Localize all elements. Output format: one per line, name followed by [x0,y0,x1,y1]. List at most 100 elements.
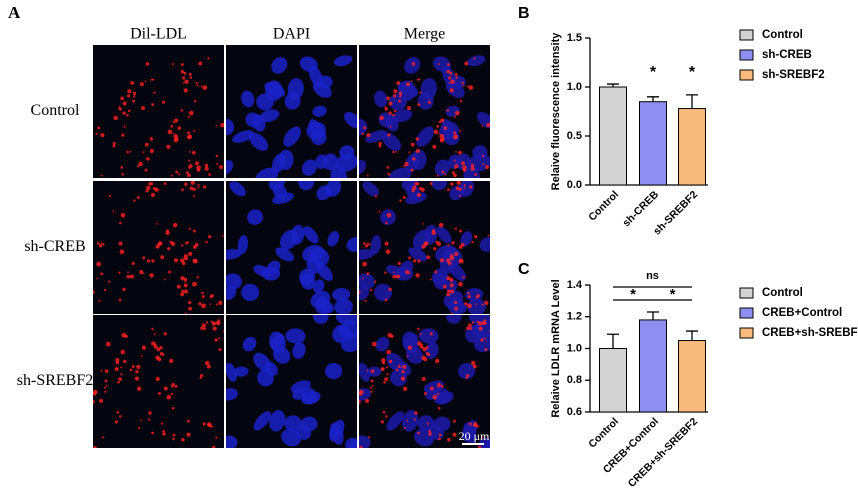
ldl-spot [170,174,173,177]
ldl-spot [108,194,111,198]
ldl-spot [447,261,452,266]
ldl-spot [380,420,384,424]
nucleus [467,298,486,314]
ldl-spot [105,384,108,387]
ldl-spot [137,165,140,168]
ldl-spot [446,292,451,297]
ldl-spot [171,392,174,396]
ldl-spot [438,120,441,124]
ldl-spot [467,295,471,299]
ldl-spot [195,161,199,166]
ldl-spot [437,385,440,388]
ldl-spot [462,84,465,87]
ldl-spot [481,436,484,439]
nucleus [229,181,246,197]
ldl-spot [383,380,386,384]
ldl-spot [152,78,155,81]
nucleus [374,90,388,108]
panel-label: A [8,3,21,22]
ldl-spot [402,386,408,391]
ldl-spot [187,159,191,162]
ldl-spot [363,242,366,245]
ldl-spot [422,347,427,352]
ldl-spot [493,441,496,444]
ldl-spot [209,295,213,299]
error-bar [647,96,659,102]
ldl-spot [487,234,490,237]
ldl-spot [103,386,106,389]
nucleus [466,55,486,67]
ldl-spot [453,115,456,118]
row-label: Control [31,102,80,119]
ldl-spot [205,240,208,244]
ldl-spot [490,112,494,116]
ldl-spot [181,244,184,247]
ldl-spot [126,94,131,98]
ldl-spot [416,78,419,81]
ldl-spot [402,364,407,370]
ldl-spot [117,380,120,384]
ldl-spot [451,171,455,175]
ldl-spot [155,244,160,249]
ldl-spot [142,272,145,275]
ldl-spot [450,79,455,84]
ldl-spot [93,392,97,396]
nucleus [259,109,280,123]
ldl-spot [421,244,426,249]
column-label: DAPI [273,26,310,43]
ldl-spot [161,100,166,104]
ldl-spot [201,303,206,309]
ldl-spot [163,386,168,391]
significance: * [650,64,657,81]
micrograph [93,181,224,314]
ldl-spot [163,278,166,281]
ldl-spot [136,196,140,200]
ldl-spot [398,95,402,98]
ldl-spot [438,222,444,228]
nucleus [381,132,402,151]
ldl-spot [363,126,367,130]
ldl-spot [386,212,392,218]
ldl-spot [186,432,191,437]
ldl-spot [463,186,466,189]
ldl-spot [458,187,462,192]
ldl-spot [359,290,361,294]
ldl-spot [144,168,148,172]
ldl-spot [429,386,434,391]
y-axis-label: Relaive LDLR mRNA Level [550,279,562,417]
nucleus [433,416,451,432]
ldl-spot [454,227,457,230]
ldl-spot [184,312,187,314]
micrograph [93,45,224,178]
ldl-spot [100,272,104,276]
nucleus [280,229,299,250]
bar [599,348,627,413]
ldl-spot [170,125,174,128]
ldl-spot [401,370,405,374]
ldl-spot [449,71,453,75]
legend-swatch [739,49,754,61]
ldl-spot [104,379,108,383]
ldl-spot [475,303,478,305]
nucleus [283,126,301,147]
ldl-spot [384,377,389,382]
ldl-spot [392,150,395,154]
ldl-spot [207,423,212,427]
ldl-spot [389,125,392,128]
ldl-spot [458,194,462,197]
ldl-spot [491,118,495,122]
nucleus [359,388,371,401]
ldl-spot [423,357,428,362]
ldl-spot [214,339,217,342]
ldl-spot [463,184,466,187]
ldl-spot [148,411,152,415]
ldl-spot [443,126,448,130]
ldl-spot [446,276,451,281]
ldl-spot [433,247,437,251]
ldl-spot [467,303,472,309]
nucleus [325,362,343,380]
legend-label: CREB+Control [762,307,842,319]
ldl-spot [157,392,162,396]
nucleus [392,109,413,123]
ldl-spot [362,261,367,267]
